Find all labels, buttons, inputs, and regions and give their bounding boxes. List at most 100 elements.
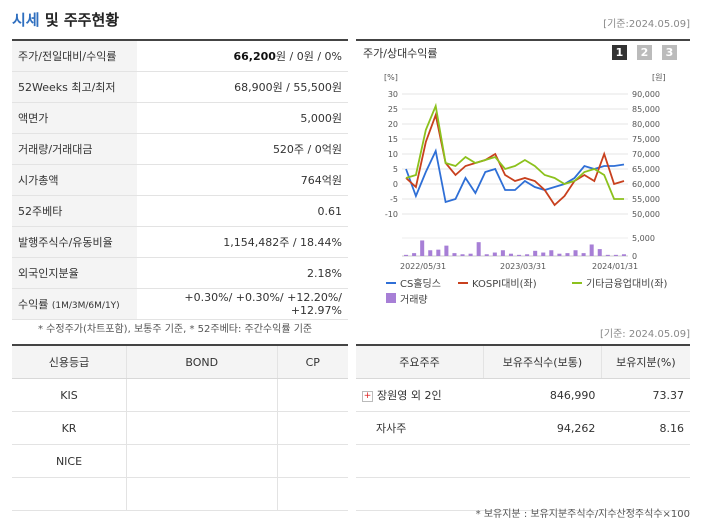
- right-tick-label: 90,000: [632, 90, 660, 99]
- quote-value: 520주 / 0억원: [137, 133, 348, 165]
- credit-cell-bond: [126, 477, 278, 511]
- holder-note: * 보유지분 : 보유지분주식수/지수산정주식수×100: [475, 509, 690, 520]
- return-period: (1M/3M/6M/1Y): [51, 301, 120, 311]
- chart-title: 주가/상대수익률: [363, 47, 438, 60]
- return-label-text: 수익률: [18, 298, 49, 311]
- volume-bar: [420, 240, 425, 256]
- volume-bar: [500, 250, 505, 256]
- quote-label: 52Weeks 최고/최저: [12, 71, 137, 103]
- right-tick-label: 80,000: [632, 120, 660, 129]
- quote-value: 5,000원: [137, 102, 348, 134]
- right-tick-label: 85,000: [632, 105, 660, 114]
- right-unit-label: [원]: [652, 73, 666, 82]
- volume-bar: [476, 242, 481, 256]
- quote-note: * 수정주가(차트포함), 보통주 기준, * 52주베타: 주간수익률 기준: [38, 324, 313, 335]
- holder-row: + 장원영 외 2인 846,990 73.37: [356, 378, 690, 412]
- credit-cell-agency: [12, 477, 127, 511]
- quote-row: 52주베타 0.61: [12, 195, 348, 227]
- credit-cell-agency: KR: [12, 411, 127, 445]
- credit-cell-bond: [126, 378, 278, 412]
- volume-bar: [573, 250, 578, 256]
- quote-table: 주가/전일대비/수익률 66,200원 / 0원 / 0% 52Weeks 최고/최…: [12, 39, 348, 320]
- quote-row: 주가/전일대비/수익률 66,200원 / 0원 / 0%: [12, 39, 348, 72]
- volume-bar: [428, 250, 433, 256]
- volume-bar: [541, 252, 546, 256]
- left-tick-label: -5: [390, 195, 398, 204]
- volume-bar: [613, 254, 618, 256]
- right-tick-label: 60,000: [632, 180, 660, 189]
- volume-bar: [460, 254, 465, 256]
- x-tick-label: 2022/05/31: [400, 262, 446, 271]
- legend-label: 기타금융업대비(좌): [586, 277, 668, 290]
- volume-bar: [436, 249, 441, 256]
- credit-header: 신용등급: [12, 344, 127, 379]
- credit-cell-cp: [277, 411, 348, 445]
- volume-bar: [468, 253, 473, 256]
- quote-label: 주가/전일대비/수익률: [12, 39, 137, 72]
- quote-label: 52주베타: [12, 195, 137, 227]
- legend-swatch: [386, 293, 396, 303]
- return-row: 수익률 (1M/3M/6M/1Y) +0.30%/ +0.30%/ +12.20%…: [12, 288, 348, 320]
- expand-plus-icon[interactable]: +: [362, 390, 373, 402]
- chart-tab-2[interactable]: 2: [637, 45, 652, 60]
- credit-cell-cp: [277, 378, 348, 412]
- quote-label: 시가총액: [12, 164, 137, 196]
- quote-value: 2.18%: [137, 257, 348, 289]
- return-values: +0.30%/ +0.30%/ +12.20%/ +12.97%: [137, 288, 348, 320]
- chart-panel: [356, 39, 690, 309]
- quote-row: 거래량/거래대금 520주 / 0억원: [12, 133, 348, 165]
- left-tick-label: 15: [388, 135, 398, 144]
- volume-bar: [597, 249, 602, 256]
- credit-cell-bond: [126, 411, 278, 445]
- major-holders-table: 주요주주 보유주식수(보통) 보유지분(%) + 장원영 외 2인 846,990 73.…: [356, 344, 690, 511]
- credit-header: BOND: [126, 344, 278, 379]
- quote-label: 액면가: [12, 102, 137, 134]
- volume-bar: [589, 244, 594, 256]
- credit-header: CP: [277, 344, 348, 379]
- credit-cell-cp: [277, 444, 348, 478]
- quote-row: 외국인지분율 2.18%: [12, 257, 348, 289]
- credit-cell-agency: NICE: [12, 444, 127, 478]
- series-line: [405, 102, 624, 200]
- left-tick-label: 10: [388, 150, 398, 159]
- right-tick-label: 65,000: [632, 165, 660, 174]
- chart-tab-3[interactable]: 3: [662, 45, 677, 60]
- holder-row-empty: [356, 444, 690, 478]
- volume-bar: [557, 253, 562, 256]
- quote-row: 발행주식수/유동비율 1,154,482주 / 18.44%: [12, 226, 348, 258]
- left-tick-label: 25: [388, 105, 398, 114]
- volume-bar: [605, 254, 610, 256]
- right-tick-label: 50,000: [632, 210, 660, 219]
- left-tick-label: 0: [393, 180, 398, 189]
- holder-base-date: [기준: 2024.05.09]: [599, 329, 690, 340]
- title-rest: 및 주주현황: [44, 11, 120, 29]
- quote-label: 거래량/거래대금: [12, 133, 137, 165]
- volume-bar: [549, 250, 554, 256]
- page-title: 시세 및 주주현황: [12, 9, 119, 30]
- holder-pct: 73.37: [601, 378, 690, 412]
- series-line: [405, 148, 625, 204]
- holder-name: 자사주: [376, 422, 407, 435]
- volume-bar: [412, 253, 417, 256]
- volume-bar: [565, 253, 570, 256]
- legend-label: KOSPI대비(좌): [472, 278, 537, 290]
- left-unit-label: [%]: [384, 73, 398, 82]
- volume-bar: [444, 245, 449, 256]
- credit-rating-table: 신용등급 BOND CP KIS KR NICE: [12, 344, 348, 511]
- credit-cell-bond: [126, 444, 278, 478]
- x-tick-label: 2024/01/31: [592, 262, 638, 271]
- chart-tab-1[interactable]: 1: [612, 45, 627, 60]
- quote-value: 1,154,482주 / 18.44%: [137, 226, 348, 258]
- holder-row-empty: [356, 477, 690, 511]
- quote-row: 액면가 5,000원: [12, 102, 348, 134]
- holder-name-cell[interactable]: + 장원영 외 2인: [356, 378, 484, 412]
- price-change: 원 / 0원 / 0%: [275, 50, 342, 63]
- right-tick-label: 55,000: [632, 195, 660, 204]
- volume-bar: [533, 250, 538, 256]
- holder-header: 보유지분(%): [601, 344, 690, 379]
- current-price: 66,200: [233, 50, 276, 63]
- volume-bar: [452, 253, 457, 256]
- right-tick-label: 70,000: [632, 150, 660, 159]
- quote-value: 68,900원 / 55,500원: [137, 71, 348, 103]
- left-tick-label: 20: [388, 120, 398, 129]
